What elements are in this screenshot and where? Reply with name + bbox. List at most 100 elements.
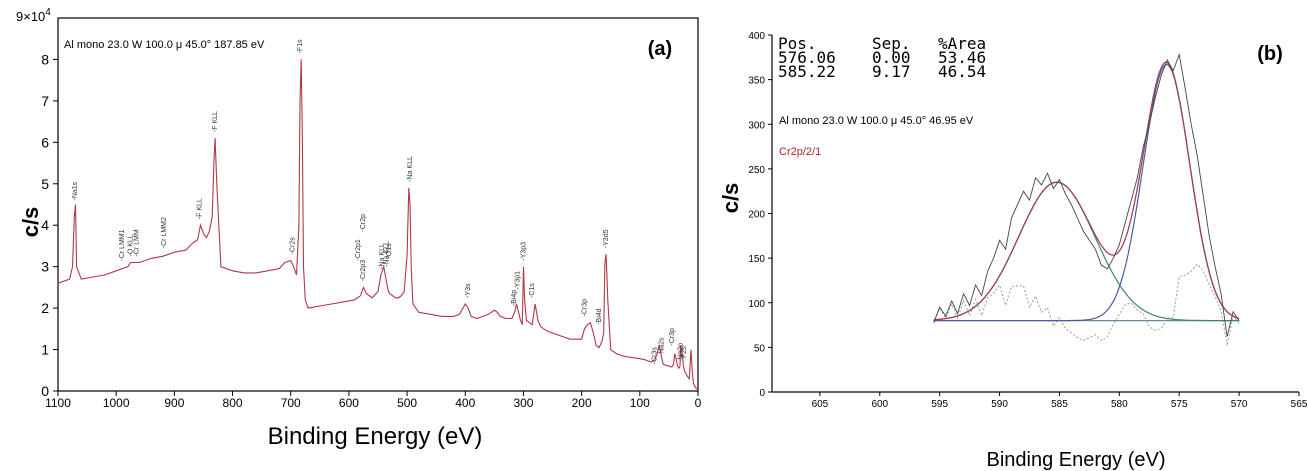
- x-tick-label-b: 575: [1171, 399, 1188, 410]
- fit-table-header: %Area: [938, 34, 986, 53]
- x-tick-label-a: 100: [630, 396, 650, 410]
- x-tick-label-a: 1000: [103, 396, 130, 410]
- fit-table-cell: 9.17: [872, 62, 911, 81]
- x-tick-label-a: 200: [572, 396, 592, 410]
- y-tick-label-a: 7: [41, 93, 49, 109]
- peak-annotation: -F1s: [297, 39, 304, 54]
- fit-table-cell: 53.46: [938, 48, 986, 67]
- peak-annotation: -Na KLL: [379, 243, 386, 269]
- peak-annotations-a: -Na1s -Cr LMM1 -O KLL-Cr LMM -Cr LMM2 -F KLL…: [72, 39, 688, 364]
- peak-annotation: -Cr2s: [290, 237, 297, 255]
- x-axis-label-b: Binding Energy (eV): [987, 449, 1166, 471]
- peak-annotation: -F KLL: [212, 111, 219, 132]
- x-tick-label-a: 1100: [45, 396, 71, 410]
- y-tick-label-a: 8: [41, 51, 49, 67]
- y-tick-label-a: 5: [41, 176, 49, 192]
- peak-annotation: -Na1s: [72, 181, 79, 200]
- peak-annotation: -C1s: [529, 283, 536, 298]
- fit-table-cell: 46.54: [938, 62, 986, 81]
- x-axis-ticks-a: 1100 1000 900 800 700 600 500 400 300 200 100 0: [45, 391, 702, 410]
- y-tick-label-a: 6: [41, 134, 49, 150]
- peak-annotation: -Y3d5: [603, 229, 610, 248]
- peak-annotation: -Na KLL: [407, 156, 414, 182]
- y-axis-label-a: c/s: [18, 207, 43, 238]
- y-tick-label-b: 0: [759, 388, 765, 399]
- fit-table-cell: 585.22: [778, 62, 836, 81]
- y-tick-label-a: 3: [41, 259, 49, 275]
- y-tick-label-b: 250: [748, 165, 765, 176]
- y-tick-label-b: 350: [748, 76, 765, 87]
- series-b: [933, 52, 1240, 346]
- peak-annotation: -Bi4p: [511, 290, 518, 306]
- peak-annotation: -O KLL: [128, 234, 135, 256]
- peak-annotation: -Y3p1: [515, 271, 522, 290]
- peak-annotation: -F KLL: [196, 198, 203, 219]
- fit-table-header: Sep.: [872, 34, 911, 53]
- fit-table-cell: 0.00: [872, 48, 911, 67]
- x-tick-label-a: 300: [513, 396, 533, 410]
- peak-annotation: -Cr2p3: [360, 260, 367, 282]
- x-tick-label-b: 590: [991, 399, 1008, 410]
- x-tick-label-b: 580: [1111, 399, 1128, 410]
- x-tick-label-a: 800: [223, 396, 243, 410]
- x-tick-label-a: 600: [339, 396, 359, 410]
- y-tick-label-b: 200: [748, 210, 765, 221]
- panel-label-a: (a): [648, 38, 672, 60]
- y-axis-ticks-a: 0 1 2 3 4 5 6 7 8: [41, 51, 58, 399]
- plot-frame-a: [57, 17, 699, 392]
- y-tick-label-a: 0: [41, 383, 49, 399]
- peak-annotation: -Na KLL: [384, 241, 391, 267]
- y-tick-label-b: 50: [754, 343, 766, 354]
- acquisition-label-b: Al mono 23.0 W 100.0 μ 45.0° 46.95 eV: [779, 115, 974, 127]
- y-axis-ticks-b: 0 50 100 150 200 250 300 350 400: [748, 31, 772, 399]
- panel-a: 9×104 Al mono 23.0 W 100.0 μ 45.0° 187.8…: [16, 7, 702, 450]
- y-tick-label-b: 400: [748, 31, 765, 42]
- x-tick-label-a: 400: [455, 396, 475, 410]
- peak-annotation: -Cr3p: [669, 328, 676, 346]
- peak-annotation: F2s: [681, 346, 688, 358]
- fit-table-b: Pos. Sep. %Area 576.06 0.00 53.46 585.22 9.17 46…: [778, 34, 986, 81]
- peak-annotation: -Cr2p1: [355, 239, 362, 261]
- y-axis-label-b: c/s: [718, 183, 743, 214]
- x-tick-label-b: 600: [871, 399, 888, 410]
- x-tick-label-a: 0: [695, 396, 702, 410]
- acquisition-label-a: Al mono 23.0 W 100.0 μ 45.0° 187.85 eV: [64, 39, 265, 51]
- peak-annotation: -Cr LMM1: [119, 229, 126, 260]
- x-tick-label-b: 585: [1051, 399, 1068, 410]
- y-exponent-label-a: 9×104: [16, 7, 51, 24]
- y-tick-label-a: 4: [41, 217, 49, 233]
- raw-spectrum-line: [933, 52, 1240, 337]
- peak-annotation: -Y3p3: [521, 242, 528, 261]
- x-tick-label-b: 595: [931, 399, 948, 410]
- fit-table-cell: 576.06: [778, 48, 836, 67]
- x-tick-label-b: 565: [1291, 399, 1308, 410]
- x-tick-label-b: 605: [812, 399, 829, 410]
- peak-annotation: -Cr2p: [360, 214, 367, 232]
- fit-component-576: [933, 63, 1240, 322]
- peak-annotation: -Cr LMM2: [161, 217, 168, 248]
- x-axis-ticks-b: 605 600 595 590 585 580 575 570 565: [812, 392, 1308, 410]
- fit-envelope-line: [933, 61, 1240, 321]
- x-tick-label-b: 570: [1231, 399, 1248, 410]
- fit-component-585: [933, 181, 1240, 322]
- peak-annotation: -Bi4d: [596, 308, 603, 324]
- x-tick-label-a: 500: [397, 396, 417, 410]
- peak-annotation: Na2s: [658, 337, 665, 354]
- panel-label-b: (b): [1257, 43, 1283, 65]
- peak-annotation: -O1s: [386, 243, 393, 259]
- y-tick-label-b: 150: [748, 254, 765, 265]
- y-tick-label-b: 100: [748, 299, 765, 310]
- y-tick-label-b: 300: [748, 120, 765, 131]
- peak-annotation: -Na2p: [678, 343, 685, 362]
- panel-b: Pos. Sep. %Area 576.06 0.00 53.46 585.22 9.17 46…: [718, 31, 1308, 471]
- peak-annotation: -Cr3s: [651, 347, 658, 365]
- survey-spectrum-line: [57, 59, 698, 390]
- fit-table-header: Pos.: [778, 34, 817, 53]
- peak-annotation: -Y3s: [465, 283, 472, 298]
- peak-annotation: -Cr LMM: [134, 229, 141, 256]
- y-tick-label-a: 1: [41, 342, 49, 358]
- x-axis-label-a: Binding Energy (eV): [268, 423, 483, 450]
- residual-line: [933, 263, 1240, 346]
- series-a: [57, 59, 698, 390]
